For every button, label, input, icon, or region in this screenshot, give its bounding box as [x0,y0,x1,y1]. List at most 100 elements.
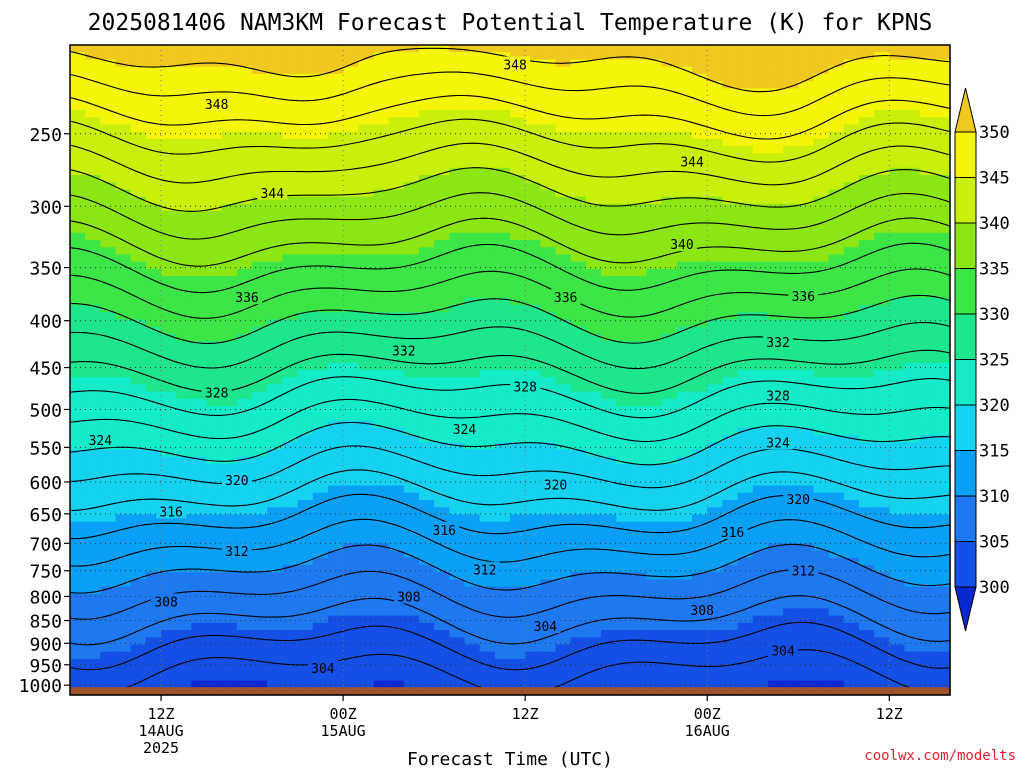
theta-cell [858,88,875,97]
theta-cell [388,543,405,552]
theta-cell [100,644,117,653]
theta-cell [267,138,284,147]
theta-cell [601,471,617,479]
theta-cell [889,297,906,306]
theta-cell [616,305,632,313]
theta-cell [479,167,496,176]
theta-cell [236,377,253,386]
theta-cell [813,81,830,89]
theta-cell [161,52,177,61]
theta-cell [934,189,951,198]
theta-cell [555,398,572,407]
theta-cell [752,370,769,378]
theta-cell [661,268,678,277]
theta-cell [767,601,784,609]
theta-cell [631,218,648,227]
theta-cell [403,507,420,516]
theta-cell [540,348,557,357]
theta-cell [100,398,117,407]
theta-cell [70,456,86,465]
theta-cell [707,586,724,595]
theta-cell [631,175,648,183]
theta-cell [282,536,299,544]
theta-cell [388,637,405,646]
theta-cell [540,254,557,263]
theta-cell [828,492,845,501]
theta-cell [236,117,253,126]
theta-cell [434,276,450,284]
theta-cell [828,167,845,176]
theta-cell [221,463,238,472]
theta-cell [494,254,511,263]
theta-cell [707,658,724,667]
theta-cell [904,536,921,544]
theta-cell [388,442,405,451]
theta-cell [904,507,921,516]
theta-cell [85,427,101,436]
theta-cell [176,550,192,559]
theta-cell [843,413,860,422]
theta-cell [100,138,117,147]
theta-cell [707,644,724,653]
theta-cell [434,153,450,162]
theta-cell [874,478,890,487]
theta-cell [403,326,420,335]
theta-cell [176,189,192,198]
theta-cell [282,500,299,508]
theta-cell [479,225,496,234]
theta-cell [570,586,587,595]
theta-cell [646,73,663,82]
theta-cell [130,283,147,292]
theta-cell [692,333,708,342]
theta-cell [813,138,830,147]
theta-cell [843,456,860,465]
theta-cell [130,138,147,147]
theta-cell [115,449,132,458]
theta-cell [707,456,724,465]
theta-cell [312,52,329,61]
theta-cell [752,406,769,414]
theta-cell [692,406,708,414]
theta-cell [722,59,739,68]
theta-cell [919,189,936,198]
theta-cell [327,254,344,263]
theta-cell [418,117,435,126]
theta-cell [707,333,724,342]
theta-cell [434,615,450,624]
theta-cell [874,59,890,68]
theta-cell [707,362,724,371]
theta-cell [646,442,663,451]
theta-cell [601,658,617,667]
theta-cell [252,160,268,169]
theta-cell [464,225,481,234]
theta-cell [161,456,177,465]
theta-cell [843,557,860,566]
theta-cell [388,536,405,544]
theta-cell [813,557,830,566]
theta-cell [236,211,253,219]
theta-cell [919,124,936,133]
theta-cell [130,637,147,646]
theta-cell [737,630,754,638]
theta-cell [798,637,815,646]
theta-cell [570,312,587,321]
theta-cell [722,471,739,479]
theta-cell [70,211,86,219]
theta-cell [312,630,329,638]
theta-cell [327,297,344,306]
theta-cell [934,507,951,516]
theta-cell [737,146,754,154]
theta-cell [100,276,117,284]
theta-cell [267,131,284,140]
theta-cell [343,644,359,653]
theta-cell [343,384,359,393]
theta-cell [464,290,481,299]
theta-cell [934,485,951,494]
theta-cell [737,240,754,248]
theta-cell [889,319,906,328]
theta-cell [479,651,496,660]
theta-cell [70,225,86,234]
theta-cell [904,232,921,241]
theta-cell [479,95,496,104]
theta-cell [297,160,314,169]
